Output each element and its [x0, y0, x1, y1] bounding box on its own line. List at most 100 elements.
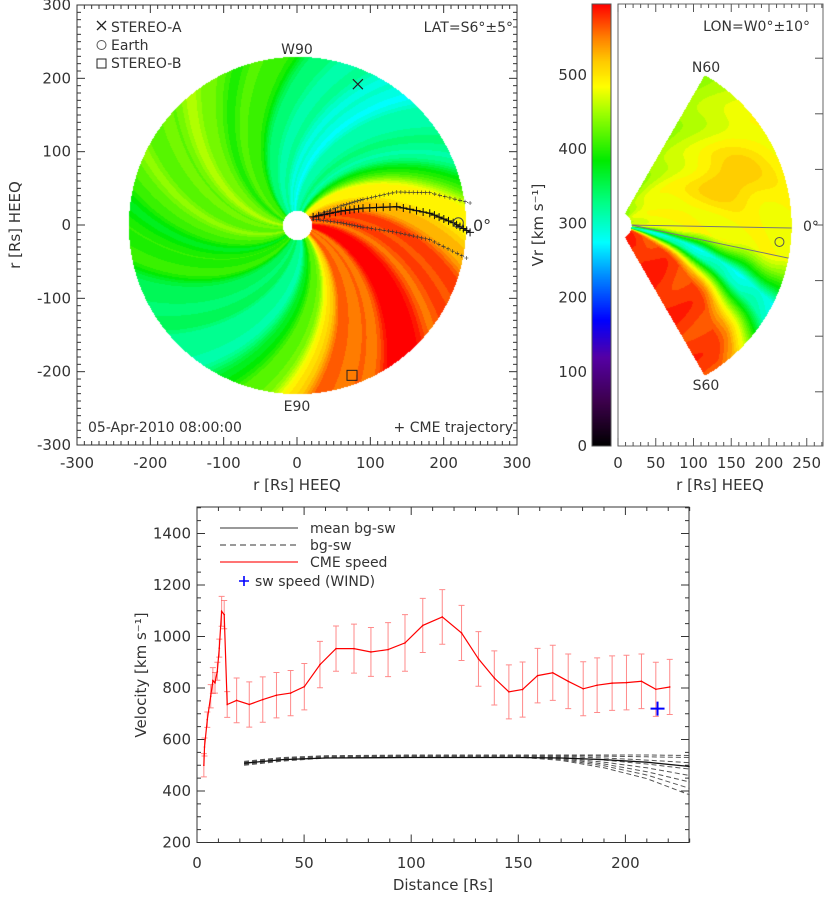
profile-y-tick-label: 600: [162, 731, 191, 749]
trajectory-plus-marker: [441, 244, 446, 249]
cme-speed-point: [640, 680, 643, 683]
profile-x-tick-label: 150: [504, 854, 533, 872]
trajectory-plus-marker: [390, 190, 395, 195]
trajectory-plus-marker: [350, 223, 354, 227]
trajectory-plus-marker: [350, 205, 359, 214]
cme-speed-point: [441, 616, 444, 618]
trajectory-plus-marker: [439, 214, 448, 223]
cme-speed-point: [611, 682, 613, 684]
trajectory-plus-marker: [328, 208, 333, 213]
meridional-x-tick-label: 200: [755, 454, 784, 472]
profile-y-tick-label: 1200: [153, 576, 191, 594]
cme-speed-point: [319, 663, 321, 666]
profile-x-axis-label: Distance [Rs]: [393, 876, 493, 894]
trajectory-plus-marker: [328, 219, 333, 224]
cme-speed-point: [261, 698, 264, 701]
trajectory-plus-marker: [432, 239, 437, 244]
trajectory-plus-marker: [402, 232, 407, 237]
cme-speed-point: [214, 682, 216, 684]
latitude-band-line: [631, 224, 792, 229]
lon-annotation: LON=W0°±10°: [703, 19, 810, 35]
legend-label: Earth: [111, 38, 149, 54]
trajectory-plus-marker: [419, 235, 424, 240]
trajectory-plus-marker: [411, 190, 416, 195]
cme-speed-point: [223, 613, 226, 616]
trajectory-plus-marker: [457, 198, 462, 203]
cme-speed-point: [404, 642, 406, 644]
trajectory-plus-marker: [358, 224, 363, 229]
trajectory-plus-marker: [314, 217, 319, 222]
cme-speed-point: [235, 699, 238, 702]
trajectory-plus-marker: [423, 236, 428, 241]
profile-y-tick-label: 400: [162, 782, 191, 800]
ecliptic-y-tick-label: -200: [37, 363, 71, 381]
meridional-x-axis-label: r [Rs] HEEQ: [676, 476, 764, 494]
trajectory-plus-marker: [359, 204, 367, 213]
cme-speed-point: [551, 672, 554, 674]
cme-speed-point: [421, 624, 424, 627]
trajectory-plus-marker: [321, 218, 326, 223]
trajectory-plus-marker: [447, 195, 452, 200]
label-equator: 0°: [803, 219, 819, 235]
trajectory-plus-marker: [386, 229, 391, 234]
trajectory-plus-marker: [341, 221, 346, 226]
x-marker-icon: [96, 20, 107, 31]
trajectory-plus-marker: [468, 201, 473, 205]
trajectory-plus-marker: [309, 212, 318, 221]
trajectory-plus-marker: [427, 237, 432, 242]
lat-annotation: LAT=S6°±5°: [424, 20, 513, 36]
ecliptic-x-tick-label: 0: [292, 454, 302, 472]
trajectory-plus-marker: [344, 202, 349, 207]
profile-y-tick-label: 800: [162, 679, 191, 697]
cme-speed-point: [655, 688, 657, 691]
trajectory-plus-marker: [345, 205, 354, 214]
trajectory-plus-marker: [355, 198, 360, 203]
cme-speed-point: [625, 681, 628, 684]
ecliptic-panel: W90 E90 0° LAT=S6°±5° 05-Apr-2010 08:00:…: [6, 4, 518, 494]
cme-trajectory-lower-bound: [313, 218, 467, 259]
trajectory-plus-marker: [430, 211, 439, 220]
cme-speed-point: [353, 647, 355, 650]
trajectory-plus-marker: [337, 207, 345, 216]
trajectory-plus-marker: [377, 227, 382, 232]
trajectory-plus-marker: [455, 222, 464, 231]
profile-y-axis-label: Velocity [km s⁻¹]: [132, 612, 150, 737]
legend-label-wind: sw speed (WIND): [255, 574, 375, 590]
label-n60: N60: [692, 60, 720, 76]
trajectory-plus-marker: [331, 208, 340, 217]
cme-speed-point: [248, 703, 251, 706]
meridional-x-tick-label: 50: [646, 454, 665, 472]
stereo-a-marker: [352, 78, 364, 90]
cme-speed-point: [216, 670, 219, 673]
trajectory-plus-marker: [435, 213, 444, 222]
trajectory-plus-marker: [365, 196, 370, 201]
trajectory-plus-marker: [394, 230, 399, 235]
cme-speed-point: [212, 679, 214, 682]
trajectory-plus-marker: [466, 228, 475, 237]
trajectory-plus-marker: [350, 200, 354, 205]
ecliptic-y-tick-label: -100: [37, 289, 71, 307]
profile-frame: [196, 506, 690, 843]
trajectory-plus-marker: [419, 207, 428, 216]
trajectory-plus-marker: [436, 242, 441, 247]
cme-speed-point: [508, 691, 510, 693]
trajectory-plus-marker: [347, 222, 352, 227]
legend-earth: Earth: [96, 38, 149, 54]
trajectory-plus-marker: [347, 201, 352, 206]
earth-marker: [774, 236, 785, 247]
trajectory-plus-marker: [372, 203, 381, 212]
square-marker-icon: [96, 58, 107, 69]
meridional-x-tick-label: 150: [717, 454, 746, 472]
trajectory-plus-marker: [341, 206, 350, 215]
cme-speed-point: [387, 648, 389, 651]
trajectory-plus-marker: [332, 219, 337, 224]
legend-plus-marker-icon: [239, 576, 249, 586]
trajectory-plus-marker: [398, 231, 403, 236]
wind-speed-point: [650, 701, 665, 716]
ecliptic-y-tick-label: 300: [42, 0, 71, 14]
ecliptic-x-tick-label: -100: [207, 454, 241, 472]
profile-x-tick-label: 200: [611, 854, 640, 872]
cme-speed-point: [596, 684, 598, 686]
trajectory-plus-marker: [314, 211, 323, 220]
